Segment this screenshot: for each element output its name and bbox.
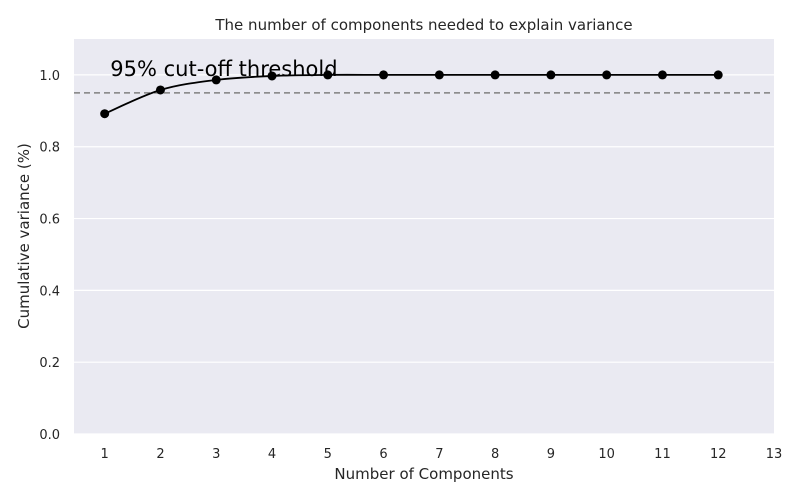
data-point <box>155 85 165 95</box>
data-point <box>379 70 389 80</box>
x-tick-label: 2 <box>156 447 164 462</box>
x-tick-label: 12 <box>710 447 727 462</box>
y-tick-label: 0.6 <box>39 213 60 228</box>
x-tick-labels: 1 2 3 4 5 6 7 8 9 10 11 12 13 <box>101 447 783 462</box>
data-point <box>546 70 556 80</box>
data-point <box>323 70 333 80</box>
x-tick-label: 6 <box>379 447 387 462</box>
x-tick-label: 5 <box>324 447 332 462</box>
x-tick-label: 10 <box>598 447 615 462</box>
data-point <box>713 70 723 80</box>
y-tick-label: 0.2 <box>39 356 60 371</box>
y-tick-label: 0.4 <box>39 284 60 299</box>
x-tick-label: 4 <box>268 447 276 462</box>
x-tick-label: 13 <box>766 447 783 462</box>
x-tick-label: 11 <box>654 447 671 462</box>
y-tick-label: 0.0 <box>39 428 60 443</box>
data-point <box>100 109 110 119</box>
data-point <box>602 70 612 80</box>
data-point <box>211 75 221 85</box>
x-tick-label: 7 <box>435 447 443 462</box>
data-point <box>490 70 500 80</box>
y-tick-label: 0.8 <box>39 141 60 156</box>
y-axis-label: Cumulative variance (%) <box>15 143 33 329</box>
plot-background <box>74 39 774 434</box>
threshold-annotation: 95% cut-off threshold <box>110 57 337 81</box>
x-axis-label: Number of Components <box>334 465 513 483</box>
y-tick-label: 1.0 <box>39 69 60 84</box>
x-tick-label: 1 <box>101 447 109 462</box>
data-point <box>267 71 277 81</box>
y-tick-labels: 0.0 0.2 0.4 0.6 0.8 1.0 <box>39 69 60 443</box>
chart-title: The number of components needed to expla… <box>214 16 632 34</box>
data-point <box>434 70 444 80</box>
x-tick-label: 8 <box>491 447 499 462</box>
series-markers <box>100 70 723 119</box>
x-tick-label: 3 <box>212 447 220 462</box>
x-tick-label: 9 <box>547 447 555 462</box>
data-point <box>657 70 667 80</box>
series-line <box>104 73 719 115</box>
